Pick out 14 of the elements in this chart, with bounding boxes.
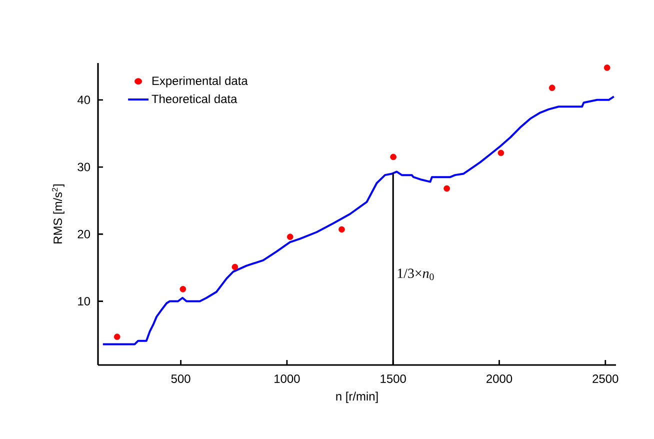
legend-label: Theoretical data	[152, 94, 238, 104]
ref-line-label: 1/3×n$_{0}$	[398, 268, 434, 280]
x-tick-label: 1000	[274, 374, 300, 383]
y-tick-label: 40	[77, 96, 90, 104]
y-tick-label: 30	[78, 162, 90, 172]
x-tick-label: 500	[171, 374, 190, 383]
legend-label: Experimental data	[152, 76, 248, 88]
y-tick-label: 10	[78, 297, 90, 306]
y-axis-title: RMS [m/s$^{2}$]	[52, 184, 64, 244]
x-tick-label: 1500	[380, 374, 406, 383]
x-tick-label: 2000	[486, 374, 512, 383]
x-axis-title: n [r/min]	[336, 392, 378, 403]
y-tick-label: 20	[78, 230, 90, 238]
x-tick-label: 2500	[592, 374, 618, 383]
